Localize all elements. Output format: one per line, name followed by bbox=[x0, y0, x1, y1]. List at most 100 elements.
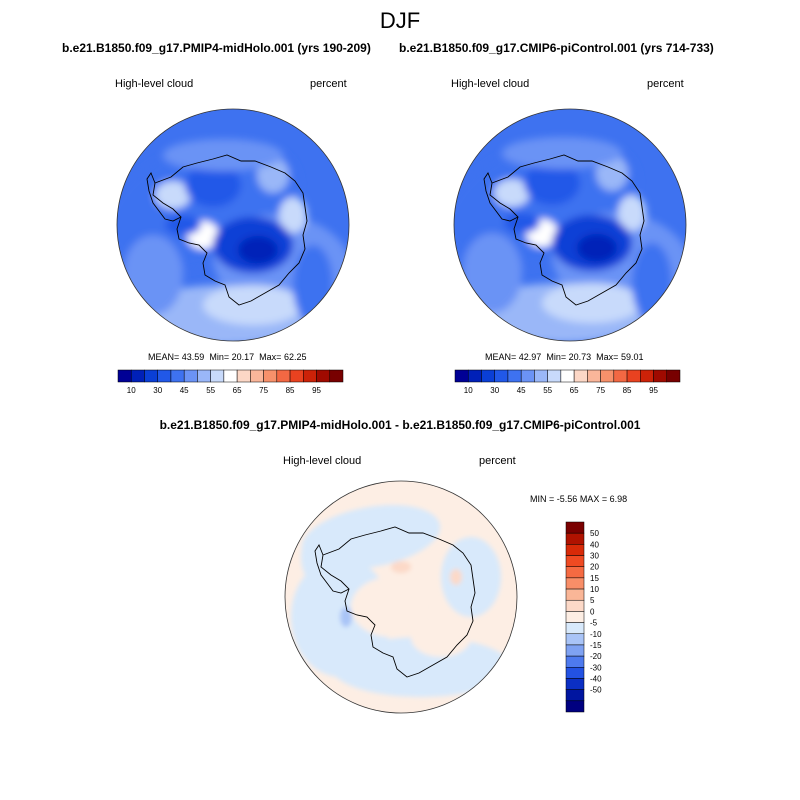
panel2-colorbar-box bbox=[560, 369, 575, 383]
panel3-colorbar-box bbox=[565, 611, 585, 623]
map3-contour-region bbox=[411, 617, 471, 657]
map1-contour-region bbox=[163, 139, 283, 171]
panel1-colorbar-tick-label: 55 bbox=[206, 386, 215, 395]
panel2-colorbar-box bbox=[494, 369, 509, 383]
panel1-variable-label: High-level cloud bbox=[115, 78, 194, 90]
panel1-colorbar-box bbox=[263, 369, 278, 383]
panel2-colorbar-box bbox=[653, 369, 668, 383]
map2-contour-region bbox=[494, 179, 530, 207]
panel1-max-label: Max= bbox=[259, 352, 282, 362]
panel2-colorbar-tick-label: 85 bbox=[623, 386, 632, 395]
panel1-min-value: 20.17 bbox=[231, 352, 255, 362]
panel3-variable-label: High-level cloud bbox=[283, 455, 362, 467]
map2-contour-region bbox=[577, 234, 617, 262]
map3-contour-region bbox=[340, 607, 352, 627]
map1-contour-region bbox=[203, 285, 303, 325]
panel2-stats: MEAN= 42.97 Min= 20.73 Max= 59.01 bbox=[485, 352, 643, 362]
panel1-colorbar-tick-label: 45 bbox=[180, 386, 189, 395]
map3-contour-region bbox=[301, 527, 341, 587]
panel3-colorbar-tick-label: -20 bbox=[590, 652, 602, 661]
panel1-colorbar-box bbox=[117, 369, 132, 383]
panel2-max-label: Max= bbox=[596, 352, 619, 362]
panel2-mean-value: 42.97 bbox=[518, 352, 542, 362]
panel3-colorbar-box bbox=[565, 644, 585, 657]
panel3-max-value: 6.98 bbox=[609, 494, 628, 504]
map2-contour-region bbox=[542, 283, 642, 323]
map3-contour-region bbox=[450, 569, 462, 585]
panel1-mean-label: MEAN= bbox=[148, 352, 180, 362]
panel3-colorbar-tick-label: 0 bbox=[590, 607, 595, 616]
panel2-colorbar-tick-label: 95 bbox=[649, 386, 658, 395]
panel1-colorbar-box bbox=[170, 369, 185, 383]
map2-contour-region bbox=[618, 195, 646, 231]
panel3-stats: MIN = -5.56 MAX = 6.98 bbox=[530, 494, 627, 504]
panel1-colorbar-tick-label: 65 bbox=[233, 386, 242, 395]
panel3-colorbar-box bbox=[565, 633, 585, 646]
panel2-colorbar-box bbox=[626, 369, 641, 383]
panel1-colorbar-tick-label: 10 bbox=[127, 386, 136, 395]
map1-contour-region bbox=[293, 245, 333, 325]
map2-contour-region bbox=[462, 233, 522, 313]
panel2-map bbox=[453, 108, 687, 342]
panel1-mean-value: 43.59 bbox=[181, 352, 205, 362]
panel2-max-value: 59.01 bbox=[620, 352, 644, 362]
panel1-colorbar-box bbox=[210, 369, 225, 383]
panel3-colorbar-tick-label: 15 bbox=[590, 574, 599, 583]
map1-contour-region bbox=[123, 235, 183, 315]
panel1-min-label: Min= bbox=[209, 352, 230, 362]
panel3-colorbar-box bbox=[565, 655, 585, 668]
panel2-colorbar-box bbox=[507, 369, 522, 383]
panel2-case-title: b.e21.B1850.f09_g17.CMIP6-piControl.001 … bbox=[399, 41, 714, 55]
panel3-max-label: MAX = bbox=[579, 494, 608, 504]
panel3-map bbox=[284, 480, 518, 714]
panel3-colorbar-box bbox=[565, 622, 585, 635]
map2-contour-region bbox=[504, 213, 540, 233]
panel1-colorbar-box bbox=[316, 369, 331, 383]
panel2-colorbar-box bbox=[547, 369, 562, 383]
panel3-colorbar-box bbox=[565, 555, 585, 567]
panel3-colorbar-box bbox=[565, 588, 585, 601]
panel3-units-label: percent bbox=[479, 455, 516, 467]
map1-contour-region bbox=[165, 215, 201, 235]
panel3-colorbar-tick-label: -50 bbox=[590, 686, 602, 695]
panel2-min-value: 20.73 bbox=[568, 352, 592, 362]
map3-contour-region bbox=[351, 577, 431, 637]
map1-map-border bbox=[116, 108, 350, 342]
panel1-map bbox=[116, 108, 350, 342]
panel1-colorbar-box bbox=[329, 369, 344, 383]
panel2-colorbar-tick-label: 55 bbox=[543, 386, 552, 395]
panel2-colorbar-tick-label: 45 bbox=[517, 386, 526, 395]
panel3-colorbar-box bbox=[565, 566, 585, 579]
panel1-units-label: percent bbox=[310, 78, 347, 90]
panel1-colorbar-box bbox=[303, 369, 317, 383]
panel1-colorbar-tick-label: 30 bbox=[153, 386, 162, 395]
panel3-colorbar-tick-label: 40 bbox=[590, 540, 599, 549]
panel1-colorbar-box bbox=[276, 369, 291, 383]
panel2-colorbar-box bbox=[573, 369, 588, 383]
panel3-case-title: b.e21.B1850.f09_g17.PMIP4-midHolo.001 - … bbox=[159, 418, 641, 432]
panel2-colorbar-box bbox=[481, 369, 495, 383]
panel2-colorbar-tick-label: 30 bbox=[490, 386, 499, 395]
map2-contour-region bbox=[502, 137, 622, 169]
panel1-stats: MEAN= 43.59 Min= 20.17 Max= 62.25 bbox=[148, 352, 306, 362]
panel2-colorbar-box bbox=[613, 369, 628, 383]
map3-contour-region bbox=[441, 537, 501, 617]
panel2-colorbar-tick-label: 65 bbox=[570, 386, 579, 395]
panel1-colorbar-box bbox=[289, 369, 304, 383]
panel2-colorbar-box bbox=[467, 369, 482, 383]
panel3-colorbar-tick-label: 5 bbox=[590, 596, 595, 605]
panel3-colorbar-box bbox=[565, 678, 585, 690]
panel1-colorbar-tick-label: 75 bbox=[259, 386, 268, 395]
map1-contour-region bbox=[279, 197, 307, 233]
panel3-colorbar-tick-label: -15 bbox=[590, 641, 602, 650]
panel2-colorbar-tick-label: 10 bbox=[464, 386, 473, 395]
map3-contour-region bbox=[391, 561, 411, 573]
panel3-colorbar-tick-label: -40 bbox=[590, 674, 602, 683]
map1-contour-region bbox=[185, 163, 241, 207]
panel2-colorbar-box bbox=[587, 369, 601, 383]
panel2-variable-label: High-level cloud bbox=[451, 78, 530, 90]
panel3-colorbar-box bbox=[565, 599, 585, 612]
panel3-colorbar-tick-label: 10 bbox=[590, 585, 599, 594]
panel1-colorbar-box bbox=[197, 369, 211, 383]
